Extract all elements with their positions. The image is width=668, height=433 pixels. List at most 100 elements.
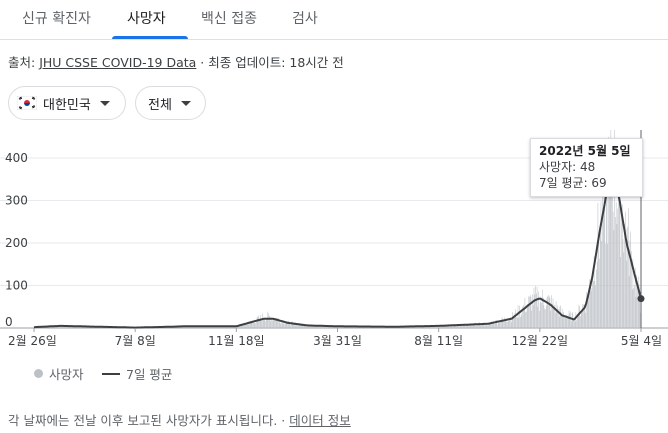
bar-daily-deaths [621,204,623,328]
region-label: 전체 [148,97,172,113]
bar-daily-deaths [188,327,189,328]
region-dropdown[interactable]: 전체 [135,86,206,120]
bar-daily-deaths [216,326,218,328]
bar-daily-deaths [332,326,333,328]
tab-vaccination[interactable]: 백신 접종 [201,11,257,27]
bar-daily-deaths [550,310,552,328]
source-link[interactable]: JHU CSSE COVID-19 Data [39,55,197,70]
bar-daily-deaths [469,323,471,328]
bar-daily-deaths [580,316,581,328]
bar-daily-deaths [624,223,625,328]
bar-daily-deaths [478,322,479,328]
bar-daily-deaths [440,326,442,328]
bar-daily-deaths [597,203,599,328]
data-info-link[interactable]: 데이터 정보 [289,413,351,428]
bar-daily-deaths [545,309,546,328]
bar-daily-deaths [320,326,321,328]
bar-daily-deaths [447,326,448,328]
bar-daily-deaths [334,326,336,328]
bar-daily-deaths [581,311,583,328]
bar-daily-deaths [455,325,456,328]
bar-daily-deaths [558,316,560,328]
bar-daily-deaths [212,326,214,328]
bar-daily-deaths [466,323,468,328]
bar-daily-deaths [437,326,439,328]
bar-daily-deaths [629,240,631,328]
bar-daily-deaths [253,321,255,328]
bar-daily-deaths [442,326,444,328]
bar-daily-deaths [256,321,257,328]
tab-tests[interactable]: 검사 [292,11,318,27]
bar-daily-deaths [271,317,272,328]
bar-daily-deaths [519,305,520,328]
bar-daily-deaths [612,167,613,328]
bar-daily-deaths [435,325,437,328]
bar-daily-deaths [301,324,303,328]
x-tick-label: 3월 31일 [313,334,362,348]
bar-daily-deaths [556,311,558,328]
bar-daily-deaths [563,312,564,328]
bar-daily-deaths [215,327,217,328]
bar-daily-deaths [231,326,232,328]
bar-daily-deaths [462,325,463,328]
bar-daily-deaths [488,322,489,328]
bar-daily-deaths [609,150,611,328]
bar-daily-deaths [307,325,308,328]
tab-deaths[interactable]: 사망자 [127,11,166,27]
bar-daily-deaths [242,325,243,328]
active-tab-indicator [112,36,188,39]
bar-daily-deaths [287,321,288,328]
bar-daily-deaths [559,306,561,328]
country-dropdown[interactable]: 대한민국 [8,86,126,120]
bar-daily-deaths [452,326,453,328]
bar-daily-deaths [637,276,639,328]
chevron-down-icon [180,100,191,106]
bar-daily-deaths [445,326,447,328]
bar-daily-deaths [630,231,631,328]
deaths-chart[interactable]: 0 100 200 300 400 2월 26일 7월 8일 11월 18일 3월 31일 8월… [0,130,668,356]
bar-daily-deaths [62,326,64,328]
bar-daily-deaths [309,325,310,328]
bar-daily-deaths [537,306,539,328]
source-line: 출처: JHU CSSE COVID-19 Data · 최종 업데이트: 18… [8,52,344,71]
bar-daily-deaths [348,327,350,328]
bar-daily-deaths [632,258,634,328]
bar-daily-deaths [221,326,223,328]
bar-daily-deaths [447,326,449,328]
bar-daily-deaths [523,308,525,328]
bar-daily-deaths [304,324,305,328]
bar-daily-deaths [69,326,71,328]
bar-daily-deaths [615,217,616,328]
bar-daily-deaths [476,325,478,328]
bar-daily-deaths [262,318,264,328]
tab-new-cases[interactable]: 신규 확진자 [22,11,91,27]
bar-daily-deaths [369,327,370,328]
bar-daily-deaths [288,321,290,328]
bar-daily-deaths [246,323,248,328]
bar-daily-deaths [526,304,528,328]
bar-daily-deaths [272,320,273,328]
bar-daily-deaths [302,325,304,328]
bar-daily-deaths [583,304,584,328]
bar-daily-deaths [230,326,231,328]
bar-daily-deaths [294,322,296,328]
bar-daily-deaths [264,318,266,328]
bar-daily-deaths [501,317,503,328]
bar-daily-deaths [528,296,529,328]
bar-daily-deaths [631,289,633,328]
bar-daily-deaths [255,322,256,328]
bar-daily-deaths [513,317,514,328]
bar-daily-deaths [453,325,454,328]
bar-daily-deaths [260,318,262,328]
bar-daily-deaths [278,319,280,328]
bar-daily-deaths [238,325,240,328]
bar-daily-deaths [318,326,320,328]
bar-daily-deaths [510,322,512,328]
bar-daily-deaths [65,326,66,328]
bar-daily-deaths [475,325,477,328]
bar-daily-deaths [248,324,250,328]
bar-daily-deaths [595,285,596,328]
bar-daily-deaths [464,325,466,328]
bar-daily-deaths [533,287,535,328]
bar-daily-deaths [564,317,565,328]
